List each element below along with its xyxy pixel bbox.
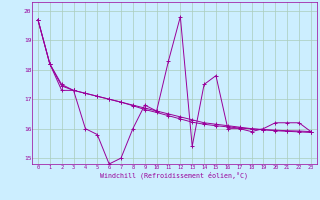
X-axis label: Windchill (Refroidissement éolien,°C): Windchill (Refroidissement éolien,°C) [100,171,248,179]
